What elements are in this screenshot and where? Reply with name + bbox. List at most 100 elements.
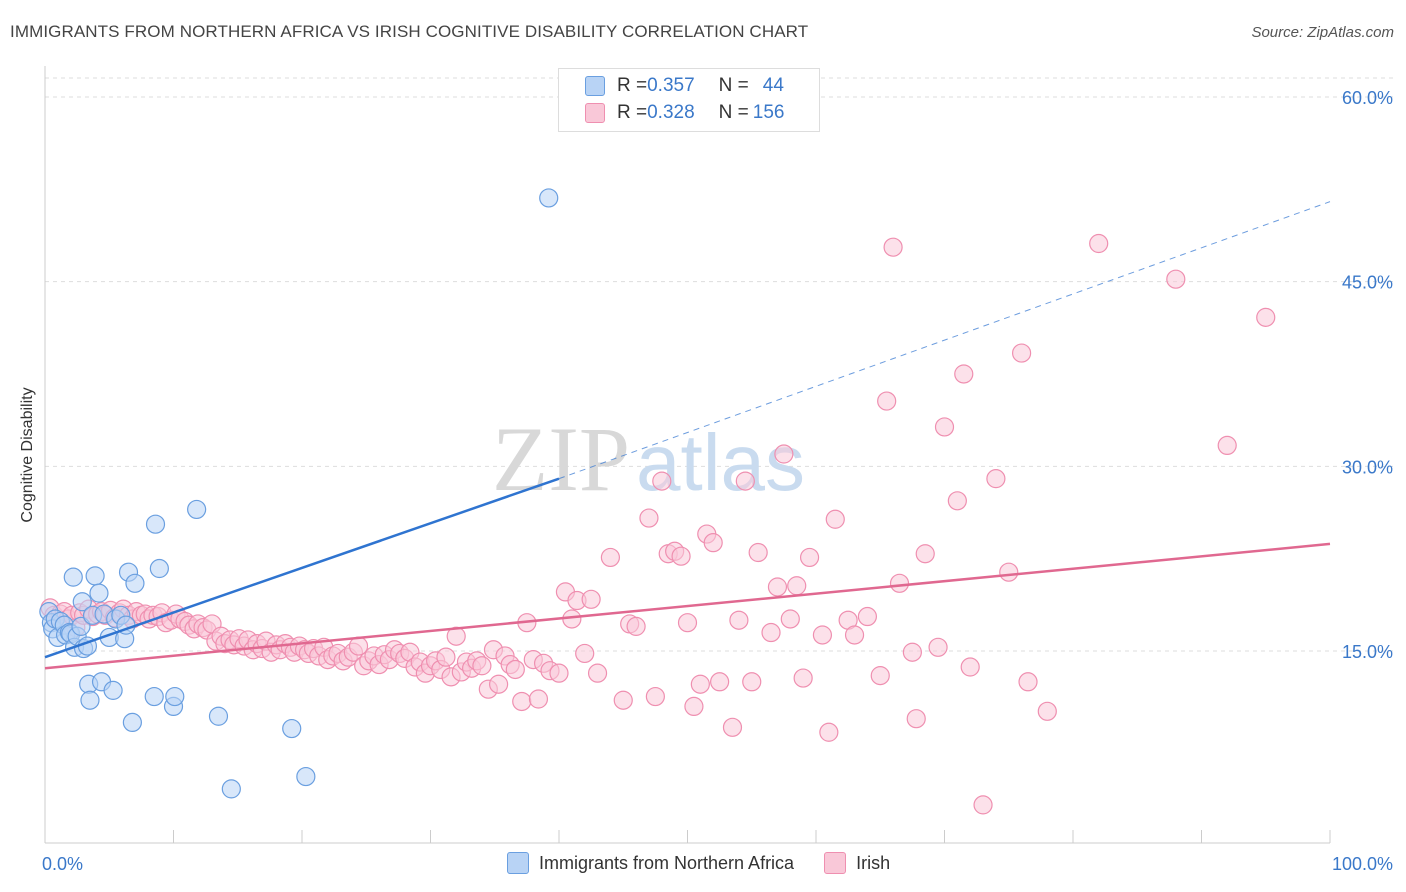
irish-point <box>489 674 509 694</box>
watermark-atlas: atlas <box>636 418 805 507</box>
irish-point <box>671 546 691 566</box>
irish-point <box>906 709 926 729</box>
irish-point <box>626 616 646 636</box>
legend-row-irish: R = 0.328 N = 156 <box>585 102 784 124</box>
irish-point <box>600 547 621 568</box>
irish-point <box>799 547 820 568</box>
irish-point <box>947 491 967 511</box>
irish-point <box>1217 435 1237 456</box>
legend-label-irish: Irish <box>856 852 891 873</box>
northern-africa-point <box>187 499 207 520</box>
irish-point <box>774 444 794 464</box>
northern-africa-point <box>103 680 123 700</box>
northern-africa-point <box>221 779 241 799</box>
northern-africa-point <box>144 686 164 707</box>
northern-africa-point <box>80 690 100 710</box>
irish-point <box>761 622 781 643</box>
irish-point <box>960 657 980 677</box>
irish-point <box>915 544 935 564</box>
irish-point <box>613 690 633 710</box>
irish-point <box>883 237 903 257</box>
legend-swatch-blue <box>507 852 529 874</box>
irish-point <box>1256 307 1276 327</box>
irish-point <box>1018 672 1038 692</box>
legend-r-value: 0.328 <box>647 102 695 123</box>
y-tick-label: 30.0% <box>1342 457 1393 477</box>
northern-africa-point <box>72 592 92 612</box>
irish-point <box>472 656 492 676</box>
irish-point <box>767 577 788 597</box>
irish-point <box>877 391 897 411</box>
y-tick-label: 60.0% <box>1342 88 1393 108</box>
irish-point <box>973 795 993 815</box>
trend-lines <box>44 201 1331 670</box>
irish-point <box>549 663 569 683</box>
x-tick-label: 0.0% <box>42 854 83 874</box>
irish-point <box>742 672 762 692</box>
legend-n-label: N = <box>718 102 749 123</box>
grid-lines <box>45 77 1395 652</box>
irish-point <box>844 625 865 645</box>
legend-swatch-pink <box>824 852 847 874</box>
axes <box>44 66 1331 844</box>
irish-point <box>505 659 525 680</box>
irish-trend-line <box>44 542 1331 670</box>
irish-point <box>999 562 1019 582</box>
chart-title: IMMIGRANTS FROM NORTHERN AFRICA VS IRISH… <box>10 22 809 41</box>
irish-point <box>710 672 730 692</box>
northern-africa-point <box>122 712 142 733</box>
irish-point <box>575 643 595 664</box>
irish-point <box>1011 343 1032 363</box>
legend-r-label: R = <box>617 75 648 96</box>
watermark: ZIP atlas <box>492 408 805 510</box>
irish-point <box>748 542 768 563</box>
northern-africa-point <box>539 188 559 208</box>
northern-africa-point <box>85 566 105 586</box>
irish-point <box>722 717 743 737</box>
irish-point <box>512 691 532 712</box>
northern-africa-points <box>39 188 559 799</box>
legend-row-northern-africa: R = 0.357 N = 44 <box>585 75 784 97</box>
irish-point <box>812 625 833 645</box>
northern-africa-point <box>296 766 316 787</box>
northern-africa-point <box>63 567 83 587</box>
northern-africa-trend-extension <box>558 201 1331 480</box>
legend-n-value: 156 <box>752 102 785 123</box>
irish-point <box>684 696 704 717</box>
legend-n-label: N = <box>718 75 749 96</box>
irish-point <box>819 722 839 742</box>
irish-point <box>902 642 922 662</box>
irish-point <box>857 606 878 627</box>
irish-point <box>928 637 948 657</box>
irish-point <box>793 668 813 688</box>
irish-point <box>954 364 974 384</box>
northern-africa-point <box>125 573 145 593</box>
irish-point <box>934 417 955 437</box>
tick-labels: 15.0% 30.0% 45.0% 60.0% 0.0% 100.0% <box>42 88 1393 874</box>
irish-point <box>703 533 723 553</box>
legend-r-value: 0.357 <box>647 75 695 96</box>
northern-africa-point <box>149 558 169 579</box>
irish-point <box>735 471 755 491</box>
irish-point <box>870 666 890 686</box>
northern-africa-point <box>71 616 91 636</box>
legend-r-label: R = <box>617 102 648 123</box>
irish-point <box>652 471 672 491</box>
irish-point <box>1089 233 1109 254</box>
y-tick-label: 15.0% <box>1342 642 1393 662</box>
correlation-legend: R = 0.357 N = 44 R = 0.328 N = 156 <box>558 68 820 132</box>
irish-point <box>581 589 601 609</box>
legend-swatch-blue <box>585 76 605 96</box>
irish-points <box>40 233 1276 815</box>
legend-n-value: 44 <box>762 75 784 96</box>
irish-point <box>677 613 698 633</box>
irish-point <box>436 647 456 667</box>
northern-africa-point <box>208 706 229 726</box>
northern-africa-point <box>165 686 185 707</box>
legend-item-northern-africa: Immigrants from Northern Africa <box>507 852 794 874</box>
irish-point <box>825 509 845 529</box>
irish-point <box>729 610 749 630</box>
irish-point <box>690 674 710 694</box>
irish-point <box>587 663 608 683</box>
